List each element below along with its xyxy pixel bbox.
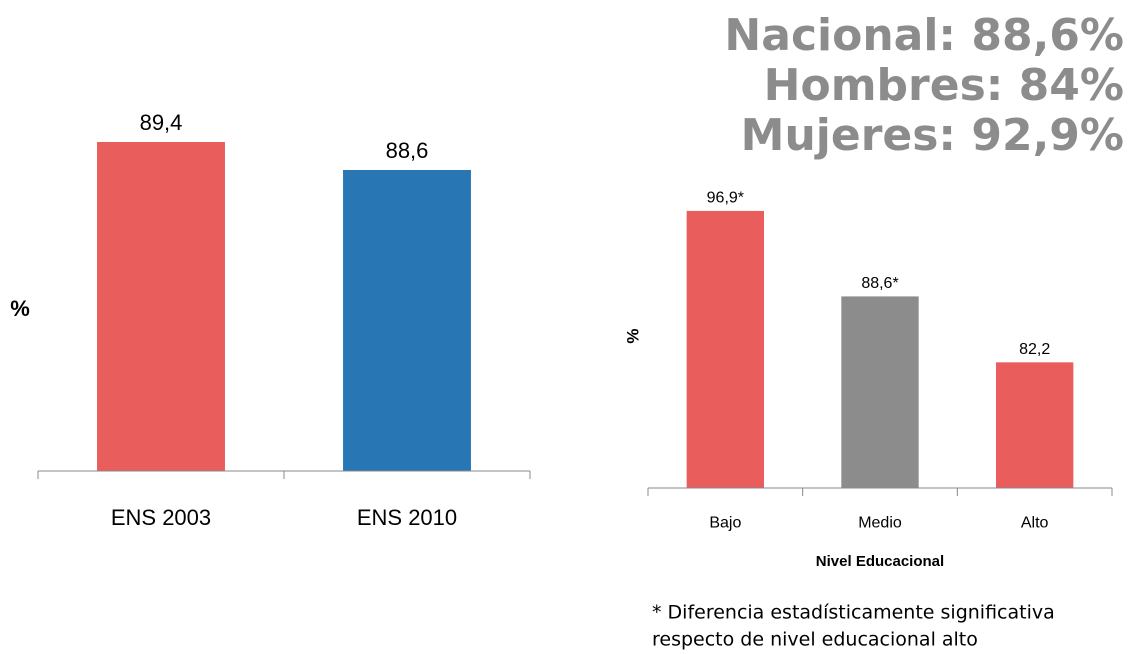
bar — [343, 170, 471, 471]
footnote: respecto de nivel educacional alto — [652, 629, 978, 651]
value-label: 88,6 — [386, 138, 429, 163]
bar — [841, 296, 919, 488]
value-label: 88,6* — [861, 275, 898, 292]
headline: Nacional: 88,6% — [724, 10, 1124, 61]
footnote: * Diferencia estadísticamente significat… — [652, 602, 1055, 624]
x-tick-label: Medio — [858, 514, 902, 531]
y-axis-label: % — [10, 296, 30, 321]
y-axis-label: % — [623, 328, 642, 343]
x-tick-label: Bajo — [709, 514, 741, 531]
value-label: 96,9* — [707, 189, 744, 206]
x-tick-label: ENS 2010 — [357, 505, 457, 530]
headline: Mujeres: 92,9% — [741, 110, 1124, 161]
x-axis-label: Nivel Educacional — [816, 553, 944, 570]
headline: Hombres: 84% — [764, 60, 1124, 111]
bar — [97, 142, 225, 471]
x-tick-label: Alto — [1021, 514, 1049, 531]
bar — [996, 362, 1074, 488]
value-label: 82,2 — [1019, 341, 1050, 358]
value-label: 89,4 — [140, 110, 183, 135]
bar — [686, 210, 764, 488]
x-tick-label: ENS 2003 — [111, 505, 211, 530]
